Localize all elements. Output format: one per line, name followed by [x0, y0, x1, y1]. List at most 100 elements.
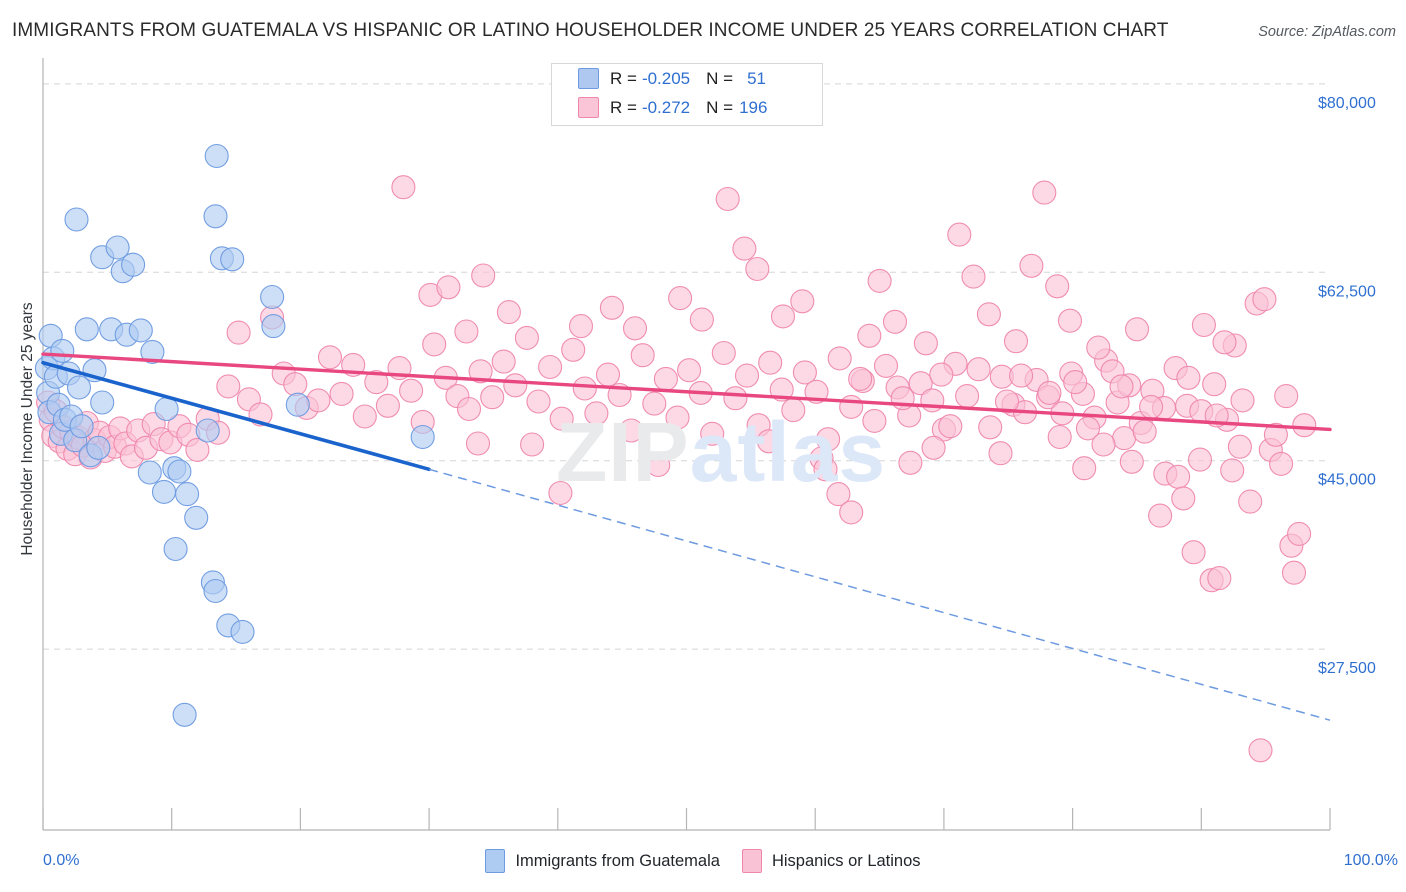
- legend-item-immigrants-from-guatemala[interactable]: Immigrants from Guatemala: [485, 849, 720, 873]
- data-point: [74, 317, 99, 342]
- data-point: [480, 385, 505, 410]
- data-point: [514, 325, 539, 350]
- data-point: [465, 431, 491, 456]
- data-point: [966, 357, 991, 382]
- data-point: [873, 353, 899, 378]
- data-point: [121, 252, 146, 277]
- data-point: [1227, 434, 1252, 459]
- data-point: [226, 320, 251, 345]
- data-point: [920, 388, 945, 413]
- data-point: [329, 381, 354, 406]
- data-point: [1187, 447, 1213, 472]
- data-point: [1112, 426, 1137, 451]
- data-point: [468, 359, 493, 384]
- data-point: [50, 338, 75, 363]
- legend-swatch-pink: [578, 97, 599, 118]
- data-point: [700, 421, 725, 446]
- r-value-pink: -0.272: [641, 97, 691, 117]
- data-point: [711, 340, 736, 366]
- data-point: [961, 264, 986, 289]
- data-point: [1248, 738, 1273, 763]
- data-point: [1091, 432, 1116, 457]
- trendline-guatemala-extrapolated: [428, 468, 1331, 721]
- data-point: [1109, 374, 1134, 399]
- data-point: [1057, 308, 1083, 333]
- page-title: IMMIGRANTS FROM GUATEMALA VS HISPANIC OR…: [12, 20, 1169, 41]
- data-point: [220, 247, 245, 272]
- data-point: [732, 236, 757, 261]
- data-point: [568, 314, 594, 339]
- data-point: [491, 349, 516, 374]
- data-point: [929, 362, 954, 387]
- data-point: [862, 408, 887, 433]
- data-point: [1132, 419, 1157, 444]
- data-point: [64, 207, 89, 232]
- data-point: [128, 318, 153, 343]
- trendline-guatemala: [41, 360, 431, 472]
- data-point: [913, 331, 938, 356]
- series-legend: Immigrants from Guatemala Hispanics or L…: [0, 849, 1406, 873]
- data-point: [813, 457, 838, 482]
- data-point: [988, 441, 1013, 466]
- data-point: [734, 363, 760, 388]
- legend-item-hispanics-or-latinos[interactable]: Hispanics or Latinos: [741, 849, 921, 873]
- n-label-pink: N =: [706, 97, 734, 117]
- data-point: [1047, 424, 1072, 450]
- data-point: [758, 350, 783, 375]
- data-point: [938, 414, 963, 439]
- data-point: [790, 289, 815, 314]
- y-tick-label: $45,000: [1318, 472, 1376, 489]
- y-tick-label: $27,500: [1318, 660, 1376, 677]
- data-point: [1171, 486, 1196, 511]
- data-point: [715, 186, 740, 212]
- r-label-blue: R =: [610, 68, 637, 88]
- x-axis-min-label: 0.0%: [43, 852, 80, 869]
- data-point: [898, 450, 923, 475]
- data-point: [549, 406, 574, 431]
- data-point: [665, 405, 690, 430]
- data-point: [520, 432, 545, 457]
- data-point: [86, 435, 111, 460]
- data-point: [454, 319, 479, 344]
- data-point: [90, 390, 115, 415]
- data-point: [668, 286, 693, 311]
- data-point: [848, 366, 873, 391]
- data-point: [1220, 458, 1245, 483]
- data-point: [283, 372, 308, 397]
- data-point: [826, 482, 851, 507]
- data-point: [756, 429, 781, 454]
- data-point: [216, 374, 241, 399]
- data-point: [1176, 365, 1201, 390]
- data-point: [1072, 456, 1097, 481]
- stats-legend-row-pink: R = -0.272 N = 196: [552, 93, 822, 122]
- data-point: [599, 295, 624, 320]
- stats-legend: R = -0.205 N = 51 R = -0.272 N = 196: [551, 63, 823, 126]
- r-value-blue: -0.205: [641, 68, 691, 88]
- data-point: [1037, 380, 1062, 405]
- data-point: [994, 389, 1020, 414]
- data-point: [503, 373, 528, 398]
- data-point: [172, 702, 197, 727]
- data-point: [105, 235, 130, 260]
- data-point: [317, 345, 343, 370]
- data-point: [352, 404, 377, 429]
- data-point: [1263, 422, 1288, 447]
- series-points-hispanics: [36, 175, 1317, 763]
- data-point: [422, 332, 447, 357]
- data-point: [1045, 274, 1070, 299]
- data-point: [538, 354, 563, 380]
- data-point: [364, 370, 389, 395]
- source-label: Source: ZipAtlas.com: [1258, 24, 1396, 40]
- data-point: [882, 309, 908, 334]
- data-point: [260, 284, 285, 310]
- data-point: [399, 378, 424, 403]
- data-point: [689, 307, 714, 332]
- data-point: [839, 500, 864, 525]
- data-point: [792, 360, 817, 385]
- data-point: [955, 384, 980, 409]
- trendline-hispanics: [41, 352, 1332, 432]
- data-point: [548, 480, 573, 506]
- data-point: [204, 143, 229, 169]
- data-point: [1292, 413, 1317, 438]
- data-point: [839, 394, 864, 419]
